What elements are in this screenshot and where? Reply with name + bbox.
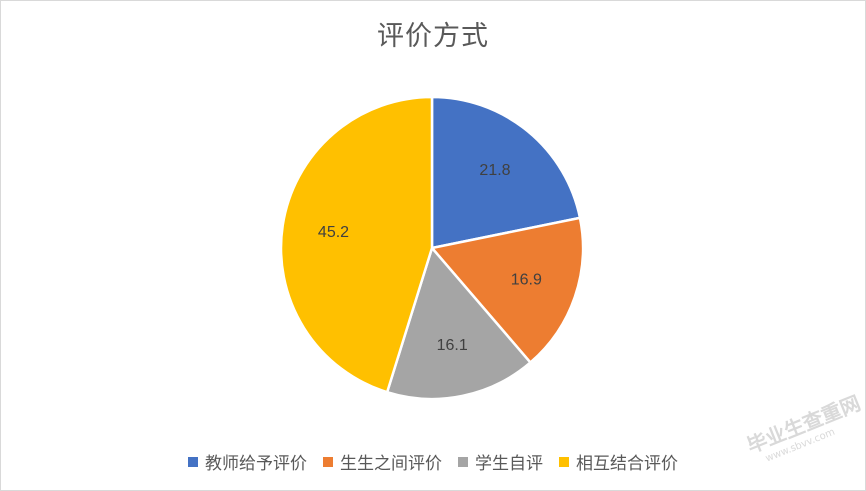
legend-item-0: 教师给予评价 <box>188 449 307 474</box>
legend-swatch-2 <box>458 456 468 467</box>
pie-slice-0 <box>430 95 582 250</box>
legend-item-2: 学生自评 <box>458 449 543 474</box>
legend-label-2: 学生自评 <box>475 454 543 474</box>
data-label-2: 16.1 <box>437 337 468 354</box>
pie-slices <box>279 95 585 401</box>
pie-data-labels: 21.8 16.9 16.1 45.2 <box>318 162 542 354</box>
legend: 教师给予评价 生生之间评价 学生自评 相互结合评价 <box>0 449 866 474</box>
legend-swatch-1 <box>323 456 333 467</box>
legend-label-0: 教师给予评价 <box>205 454 307 474</box>
pie-slice-2 <box>385 246 532 401</box>
chart-title: 评价方式 <box>377 21 489 52</box>
data-label-0: 21.8 <box>479 162 510 179</box>
pie-slice-3 <box>279 95 434 394</box>
data-label-1: 16.9 <box>511 272 542 289</box>
legend-item-3: 相互结合评价 <box>559 449 678 474</box>
legend-item-1: 生生之间评价 <box>323 449 442 474</box>
pie-slice-1 <box>430 216 585 364</box>
legend-swatch-0 <box>188 456 198 467</box>
legend-label-3: 相互结合评价 <box>576 454 678 474</box>
legend-swatch-3 <box>559 456 569 467</box>
legend-label-1: 生生之间评价 <box>340 454 442 474</box>
data-label-3: 45.2 <box>318 224 349 241</box>
